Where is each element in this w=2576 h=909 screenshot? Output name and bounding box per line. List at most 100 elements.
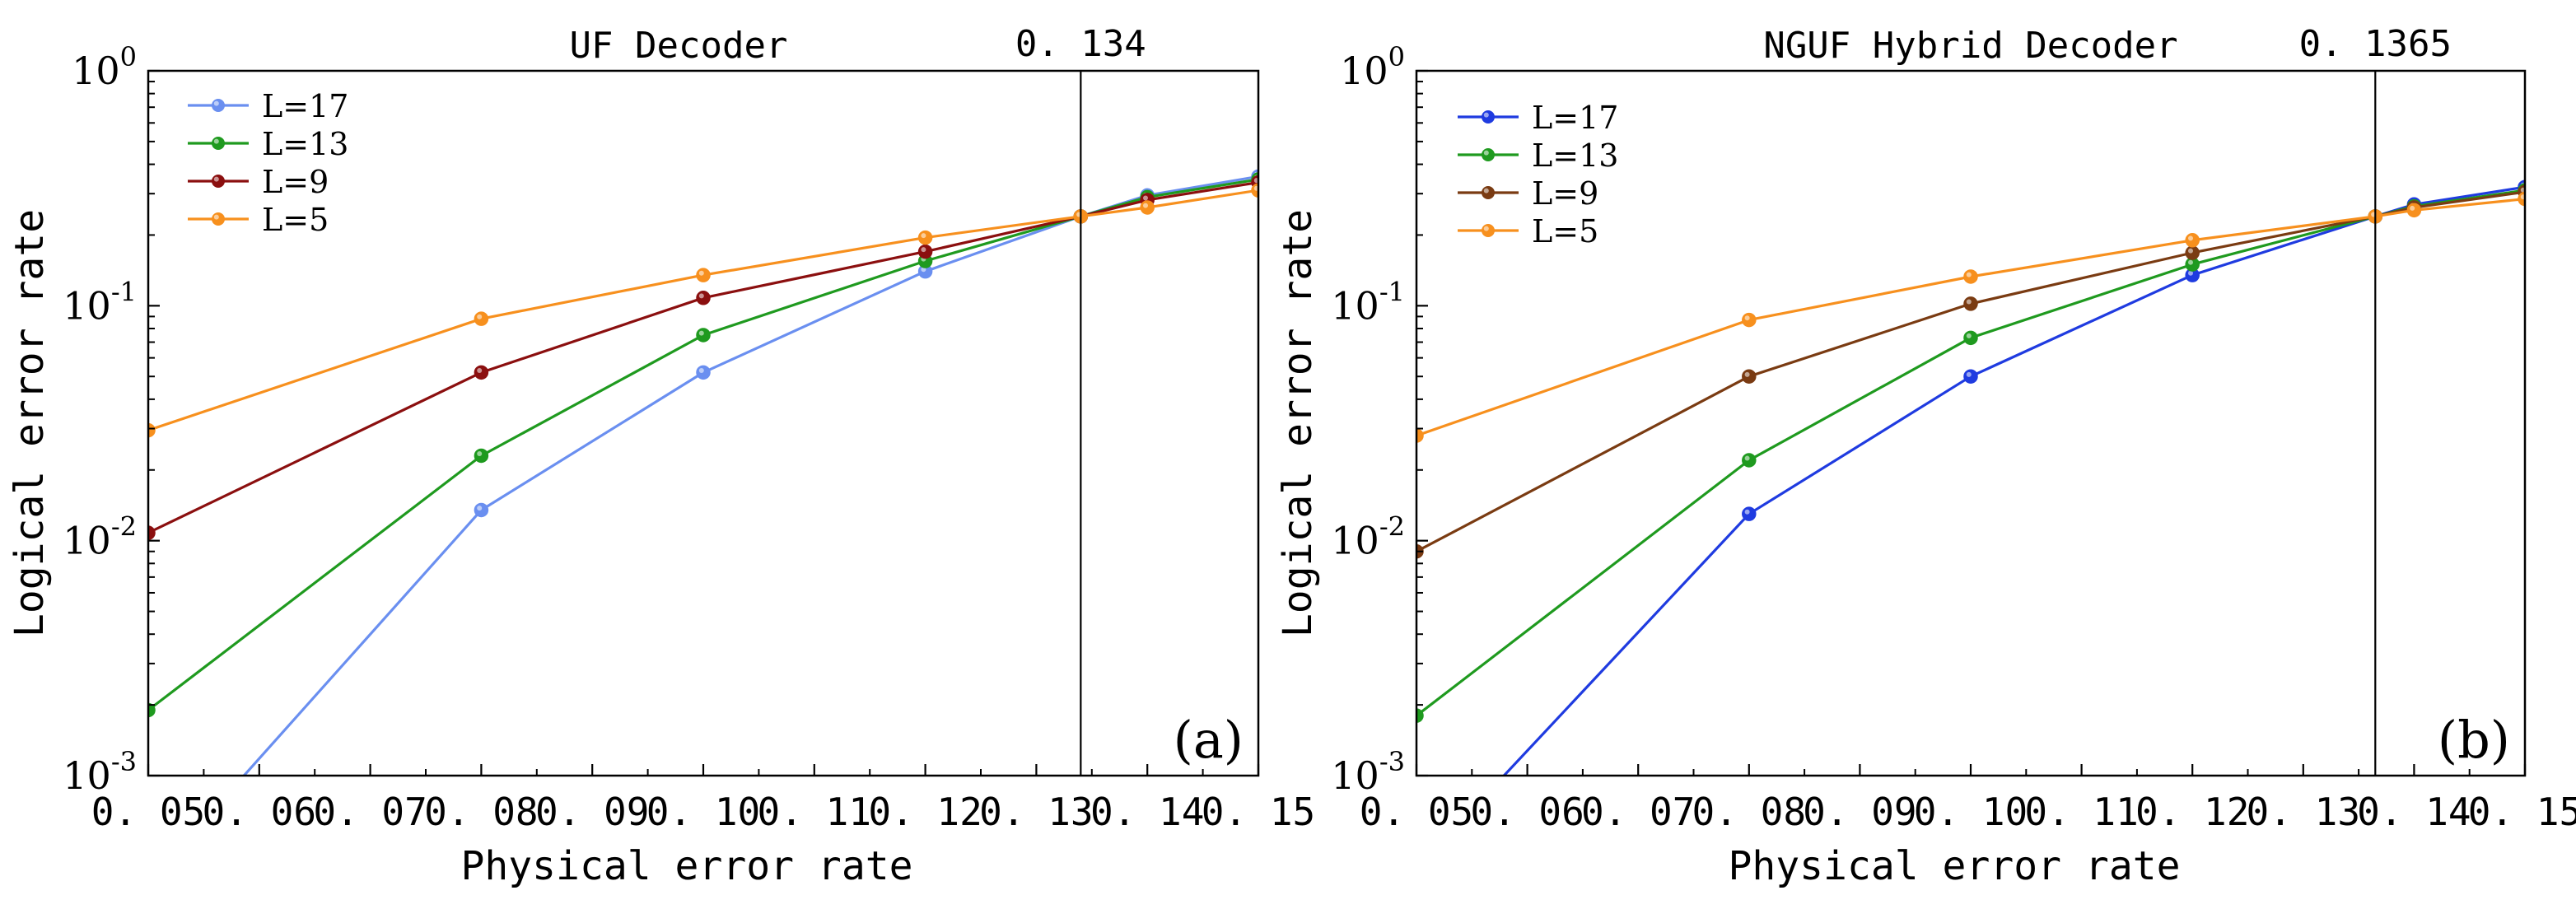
legend-swatch-marker [212, 137, 225, 150]
legend-label: L=13 [262, 126, 348, 162]
x-tick-label: 0. 13 [2247, 790, 2360, 834]
y-tick-exponent: 0 [120, 41, 137, 72]
x-axis-label: Physical error rate [460, 843, 912, 889]
data-point [148, 525, 156, 540]
legend-swatch-highlight [213, 214, 219, 220]
x-tick-label: 0. 14 [1090, 790, 1204, 834]
y-tick-base: 10 [1340, 49, 1388, 93]
y-tick-label: 10-1 [63, 276, 137, 328]
data-point [474, 448, 489, 464]
y-tick-base: 10 [63, 753, 111, 798]
data-point [1963, 296, 1978, 311]
y-tick-exponent: -1 [1379, 276, 1405, 307]
y-tick-exponent: -3 [1379, 746, 1405, 777]
y-axis-label: Logical error rate [1275, 209, 1321, 637]
data-point [142, 876, 155, 889]
data-point [1742, 369, 1757, 384]
data-point [1963, 269, 1978, 284]
y-tick-exponent: -2 [1379, 511, 1405, 543]
series-L=13 [1416, 183, 2525, 723]
legend-item: L=5 [1458, 213, 1598, 249]
data-point [1963, 369, 1978, 384]
x-tick-label: 0. 10 [1914, 790, 2028, 834]
legend-swatch-marker [212, 175, 225, 188]
legend-label: L=9 [262, 164, 329, 200]
x-tick-label: 0. 06 [203, 790, 316, 834]
data-point [1416, 708, 1424, 723]
legend-label: L=17 [1532, 100, 1618, 136]
data-point-highlight [2188, 259, 2193, 265]
y-tick-base: 10 [1331, 753, 1379, 798]
chart-title: NGUF Hybrid Decoder [1763, 25, 2177, 67]
y-axis-label: Logical error rate [7, 209, 53, 637]
y-tick-label: 10-3 [63, 746, 137, 798]
y-tick-label: 100 [72, 41, 137, 93]
legend-swatch-highlight [213, 100, 219, 106]
y-tick-base: 10 [72, 49, 120, 93]
data-point [1742, 506, 1757, 521]
legend-swatch-marker [1482, 148, 1495, 161]
y-tick-exponent: -1 [111, 276, 137, 307]
legend-swatch-marker [212, 212, 225, 226]
data-point-highlight [2520, 187, 2525, 193]
data-point [696, 365, 711, 380]
x-tick-label: 0. 09 [535, 790, 649, 834]
chart-panel-a: 0. 134 UF Decoder 0. 050. 060. 070. 080. 0… [7, 23, 1315, 889]
series-line [242, 175, 1258, 776]
data-point-highlight [1966, 333, 1972, 338]
x-tick-label: 0. 09 [1803, 790, 1916, 834]
data-point-highlight [1744, 509, 1750, 515]
y-tick-label: 10-2 [63, 511, 137, 563]
data-point [1742, 312, 1757, 328]
legend-swatch-highlight [1483, 150, 1489, 156]
data-point-highlight [698, 270, 704, 276]
legend-item: L=9 [188, 164, 329, 200]
x-tick-label: 0. 15 [2468, 790, 2576, 834]
data-point-highlight [698, 330, 704, 336]
legend-item: L=5 [188, 202, 329, 238]
data-point-highlight [1143, 203, 1148, 208]
legend-swatch-marker [1482, 224, 1495, 237]
data-point-highlight [2520, 194, 2525, 200]
data-point [1410, 863, 1423, 876]
x-tick-label: 0. 11 [758, 790, 871, 834]
data-point [2185, 245, 2200, 260]
data-point-highlight [2188, 235, 2193, 241]
data-point [474, 502, 489, 518]
x-tick-label: 0. 08 [1692, 790, 1806, 834]
x-tick-label: 0. 12 [2135, 790, 2249, 834]
legend-swatch-marker [1482, 186, 1495, 199]
data-point [1416, 428, 1424, 443]
data-point [474, 311, 489, 326]
data-point [2406, 203, 2422, 218]
data-point [2185, 233, 2200, 248]
x-tick-label: 0. 05 [91, 790, 205, 834]
y-tick-label: 10-2 [1331, 511, 1405, 563]
data-point-highlight [921, 247, 926, 253]
y-tick-base: 10 [63, 283, 111, 328]
data-point-highlight [477, 367, 483, 373]
legend-swatch-marker [1482, 110, 1495, 124]
data-point [696, 268, 711, 282]
data-point [696, 328, 711, 343]
data-point [1963, 330, 1978, 346]
x-tick-label: 0. 13 [979, 790, 1093, 834]
legend-item: L=13 [188, 126, 348, 162]
y-tick-base: 10 [1331, 283, 1379, 328]
y-tick-exponent: -3 [111, 746, 137, 777]
data-point-highlight [1966, 299, 1972, 305]
data-point-highlight [1253, 178, 1258, 184]
data-point-highlight [477, 451, 483, 457]
y-tick-exponent: -2 [111, 511, 137, 543]
x-tick-label: 0. 05 [1360, 790, 1473, 834]
series-L=5 [1416, 191, 2525, 443]
data-point [696, 291, 711, 305]
data-point-highlight [1744, 455, 1750, 461]
legend-swatch-highlight [1483, 188, 1489, 193]
data-point-highlight [144, 879, 149, 883]
data-point-highlight [1966, 272, 1972, 277]
x-tick-label: 0. 12 [868, 790, 982, 834]
data-point-highlight [1143, 195, 1148, 201]
x-tick-label: 0. 15 [1202, 790, 1315, 834]
